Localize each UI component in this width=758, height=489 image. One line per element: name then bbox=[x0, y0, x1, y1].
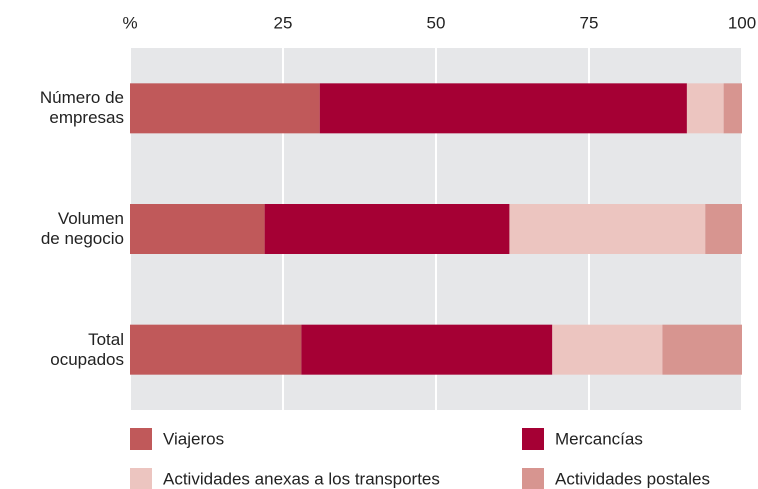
x-tick-label: % bbox=[122, 13, 137, 32]
bar-segment bbox=[662, 324, 742, 375]
legend-label: Actividades postales bbox=[555, 469, 710, 488]
bar-segment bbox=[130, 204, 265, 254]
legend-swatch bbox=[522, 428, 544, 450]
bar-segment bbox=[723, 83, 742, 134]
y-tick-label: Número de empresas bbox=[39, 88, 124, 128]
y-tick-label: Total ocupados bbox=[50, 329, 124, 369]
bar-segment bbox=[130, 324, 302, 375]
bar-segment bbox=[686, 83, 724, 134]
bar-segment bbox=[319, 83, 687, 134]
bar-segment bbox=[264, 204, 510, 254]
legend-label: Viajeros bbox=[163, 429, 224, 448]
legend-swatch bbox=[130, 428, 152, 450]
bar-segment bbox=[301, 324, 553, 375]
legend-label: Mercancías bbox=[555, 429, 643, 448]
x-tick-label: 25 bbox=[274, 13, 293, 32]
legend-swatch bbox=[130, 468, 152, 489]
x-tick-label: 75 bbox=[580, 13, 599, 32]
bar-segment bbox=[552, 324, 663, 375]
bar-segment bbox=[130, 83, 320, 134]
x-tick-label: 100 bbox=[728, 13, 756, 32]
x-tick-label: 50 bbox=[427, 13, 446, 32]
bar-segment bbox=[705, 204, 742, 254]
bar-segment bbox=[509, 204, 706, 254]
legend-label: Actividades anexas a los transportes bbox=[163, 469, 440, 488]
legend-swatch bbox=[522, 468, 544, 489]
y-tick-label: Volumen de negocio bbox=[40, 209, 124, 248]
